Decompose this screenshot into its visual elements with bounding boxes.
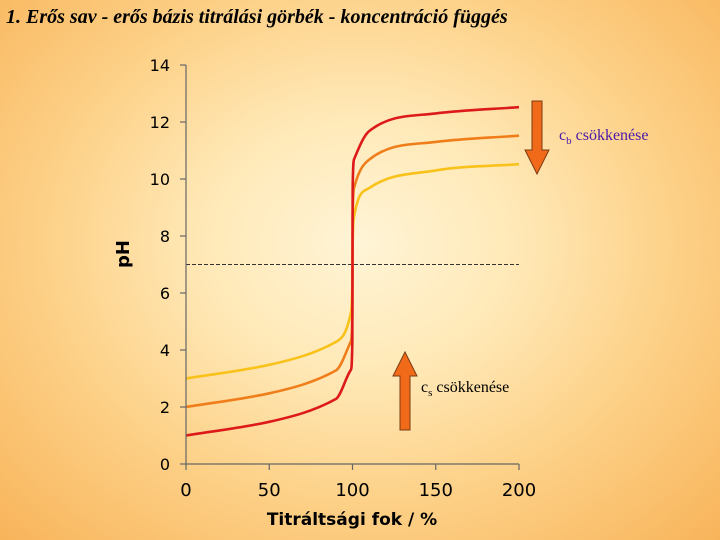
y-tick-label: 8 (160, 227, 170, 246)
x-tick-label: 200 (502, 480, 536, 501)
y-tick-label: 14 (150, 56, 170, 75)
y-tick-label: 2 (160, 398, 170, 417)
x-axis-label: Titráltsági fok / % (267, 510, 437, 530)
y-tick-label: 0 (160, 455, 170, 474)
y-tick-label: 4 (160, 341, 170, 360)
axes-layer: 0 2 4 6 8 10 12 14 0 50 100 150 200 Titráltsági fok /… (113, 56, 536, 530)
x-tick-label: 150 (419, 480, 453, 501)
x-tick-label: 50 (258, 480, 281, 501)
y-axis-label: pH (113, 240, 134, 268)
cb-label: cb csökkenése (559, 127, 648, 147)
cs-label: cs csökkenése (421, 379, 509, 399)
cs-subscript: s (428, 387, 432, 399)
y-tick-label: 12 (150, 113, 170, 132)
cb-symbol: c (559, 127, 566, 144)
cs-text: csökkenése (432, 379, 509, 396)
series-line-1 (185, 105, 520, 437)
y-tick-label: 6 (160, 284, 170, 303)
cs-symbol: c (421, 379, 428, 396)
cb-subscript: b (566, 135, 572, 147)
cs-decrease-arrow-icon (392, 350, 418, 431)
x-tick-label: 0 (180, 480, 191, 501)
y-tick-label: 10 (150, 170, 170, 189)
cb-text: csökkenése (572, 127, 649, 144)
series-layer (185, 105, 520, 437)
x-tick-label: 100 (335, 480, 369, 501)
cb-decrease-arrow-icon (524, 100, 550, 176)
slide-title: 1. Erős sav - erős bázis titrálási görbé… (6, 6, 508, 28)
